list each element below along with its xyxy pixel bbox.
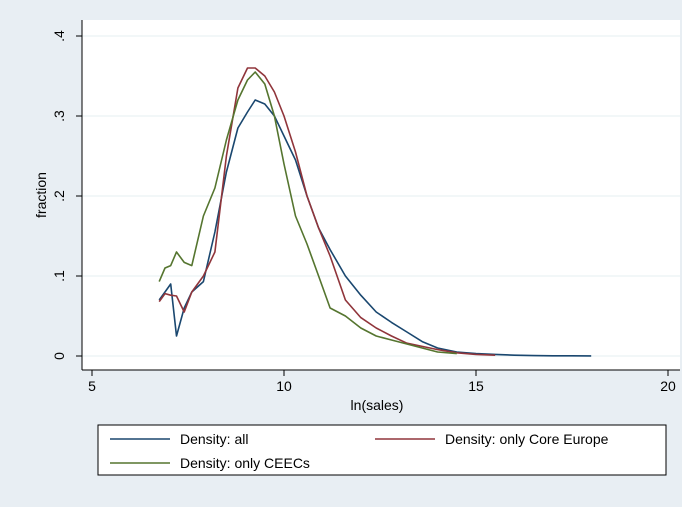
legend-label-1: Density: only Core Europe xyxy=(445,431,609,447)
series-lines xyxy=(158,67,592,357)
series-line-2 xyxy=(158,71,457,355)
legend-label-0: Density: all xyxy=(180,431,248,447)
x-tick-label: 5 xyxy=(88,378,96,394)
ticks: 5 10 15 20 0 .1 .2 .3 .4 xyxy=(51,30,676,394)
y-tick-label: .1 xyxy=(51,270,67,282)
x-axis-label: ln(sales) xyxy=(351,397,404,413)
x-tick-label: 15 xyxy=(468,378,484,394)
legend-label-2: Density: only CEECs xyxy=(180,455,310,471)
legend-box xyxy=(97,424,667,476)
y-tick-label: .4 xyxy=(51,30,67,42)
y-tick-label: .2 xyxy=(51,190,67,202)
series-line-1 xyxy=(158,67,496,356)
y-tick-label: .3 xyxy=(51,110,67,122)
x-tick-label: 20 xyxy=(660,378,676,394)
legend: Density: all Density: only Core Europe Den… xyxy=(97,424,667,476)
plot-area xyxy=(82,20,680,370)
y-tick-label: 0 xyxy=(51,352,67,360)
x-tick-label: 10 xyxy=(276,378,292,394)
y-axis-label: fraction xyxy=(33,172,49,218)
axes xyxy=(81,20,680,371)
